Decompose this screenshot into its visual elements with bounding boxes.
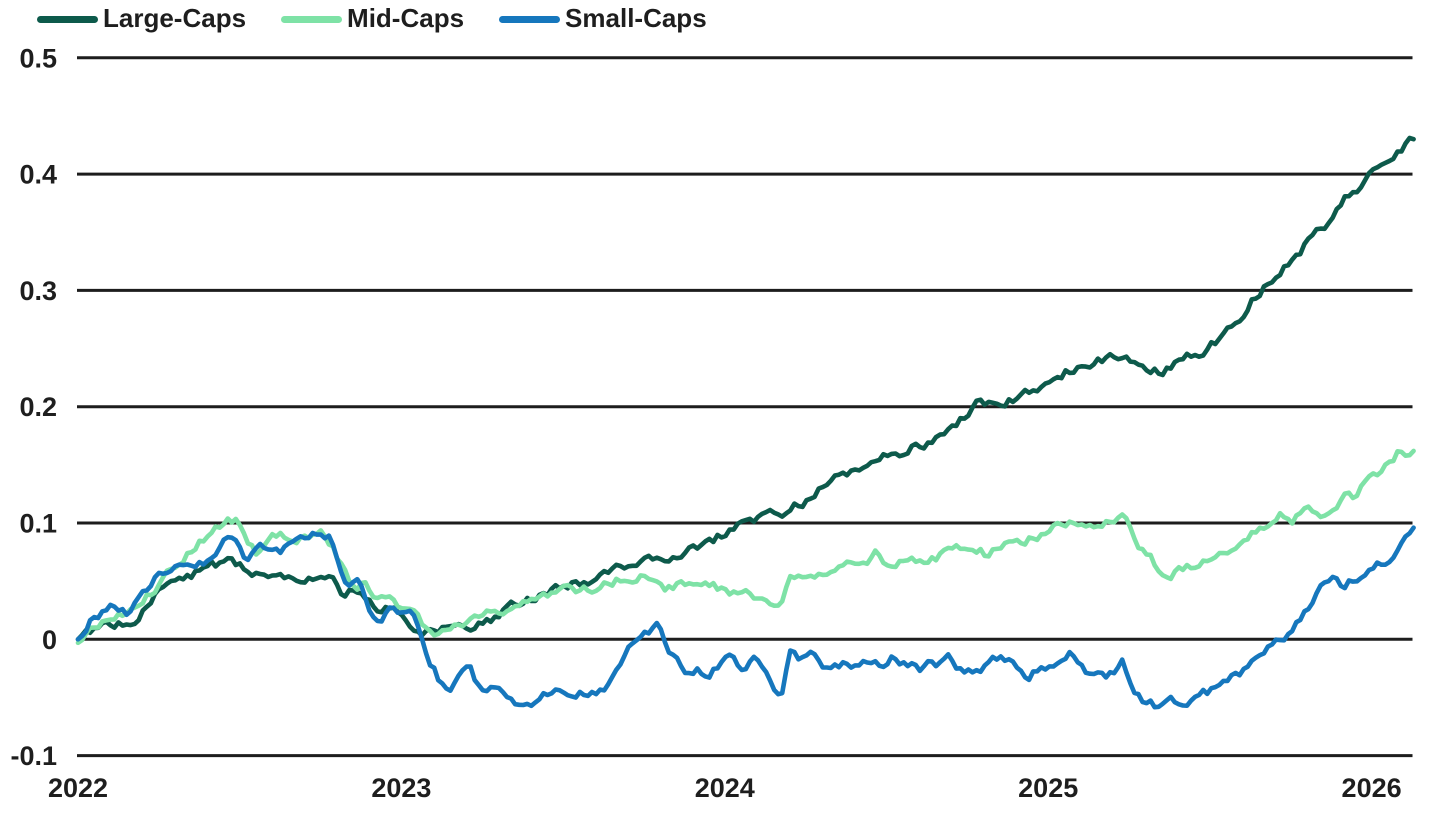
legend-item-mid-caps[interactable]: Mid-Caps [281, 5, 464, 31]
legend-label: Large-Caps [103, 3, 247, 33]
y-tick-label: 0.5 [19, 43, 57, 73]
series-line-mid-caps [75, 448, 1416, 646]
series-lines [75, 135, 1416, 710]
x-tick-label: 2026 [1342, 773, 1402, 803]
x-tick-label: 2024 [695, 773, 755, 803]
gridlines [77, 56, 1413, 758]
x-tick-label: 2025 [1018, 773, 1078, 803]
legend-swatch-icon [37, 15, 98, 23]
legend-label: Mid-Caps [347, 3, 465, 33]
y-tick-label: 0.3 [19, 276, 57, 306]
chart-legend: Large-Caps Mid-Caps Small-Caps [37, 5, 707, 31]
y-tick-label: -0.1 [10, 741, 57, 771]
x-tick-label: 2022 [48, 773, 108, 803]
legend-swatch-icon [281, 15, 343, 23]
y-tick-label: 0.1 [19, 509, 57, 539]
series-line-small-caps [75, 525, 1416, 710]
legend-item-large-caps[interactable]: Large-Caps [37, 5, 246, 31]
y-tick-label: 0.4 [19, 160, 57, 190]
x-axis-tick-labels: 2022 2023 2024 2025 2026 [48, 773, 1402, 803]
y-axis-tick-labels: 0.5 0.4 0.3 0.2 0.1 0 -0.1 [10, 43, 57, 771]
legend-label: Small-Caps [565, 3, 707, 33]
legend-swatch-icon [499, 15, 561, 23]
y-tick-label: 0 [42, 625, 57, 655]
legend-item-small-caps[interactable]: Small-Caps [499, 5, 707, 31]
series-line-large-caps [75, 135, 1416, 642]
x-tick-label: 2023 [371, 773, 431, 803]
y-tick-label: 0.2 [19, 392, 57, 422]
